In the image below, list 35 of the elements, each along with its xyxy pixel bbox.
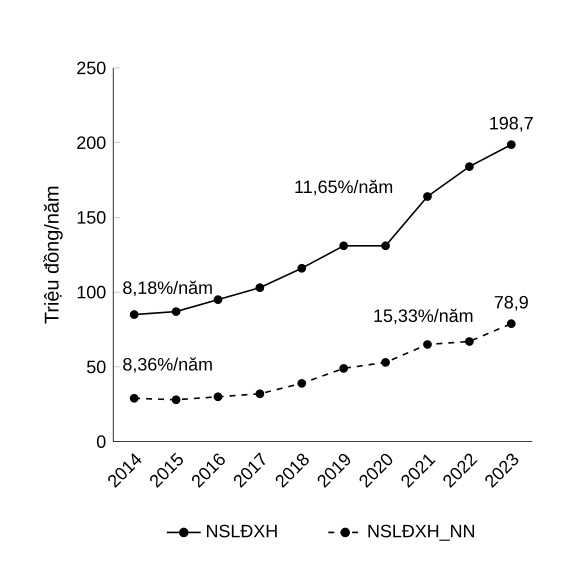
point — [381, 358, 390, 367]
y-tick-label: 250 — [77, 62, 106, 74]
y-tick-label: 150 — [78, 211, 106, 224]
point — [214, 295, 222, 304]
point — [256, 283, 264, 292]
point — [130, 310, 139, 319]
point — [256, 389, 264, 398]
annotation: 15,33%/năm — [374, 308, 472, 324]
point — [214, 392, 222, 402]
point — [423, 192, 432, 201]
annotation: 8,36%/năm — [123, 357, 212, 373]
legend-label: NSLĐXH_NN — [368, 524, 474, 541]
data-label: 198,7 — [490, 116, 533, 132]
annotation: 8,18%/năm — [123, 280, 212, 296]
point — [381, 241, 390, 250]
y-tick-label: 50 — [87, 360, 106, 374]
y-axis-title: Triệu đồng/năm — [43, 186, 63, 324]
point — [339, 364, 348, 373]
legend-label: NSLĐXH — [207, 524, 277, 538]
point — [464, 162, 474, 171]
point — [297, 264, 306, 273]
point — [464, 337, 474, 346]
point — [339, 241, 348, 250]
y-tick-label: 100 — [78, 286, 106, 298]
point — [297, 378, 306, 388]
y-tick-label: 200 — [77, 136, 106, 150]
point — [506, 319, 516, 328]
point — [172, 307, 180, 316]
data-label: 78,9 — [494, 296, 528, 311]
point — [423, 340, 432, 349]
point — [506, 140, 516, 149]
point — [172, 395, 180, 404]
y-tick-label: 0 — [96, 435, 106, 448]
annotation: 11,65%/năm — [295, 180, 392, 196]
point — [130, 394, 139, 403]
